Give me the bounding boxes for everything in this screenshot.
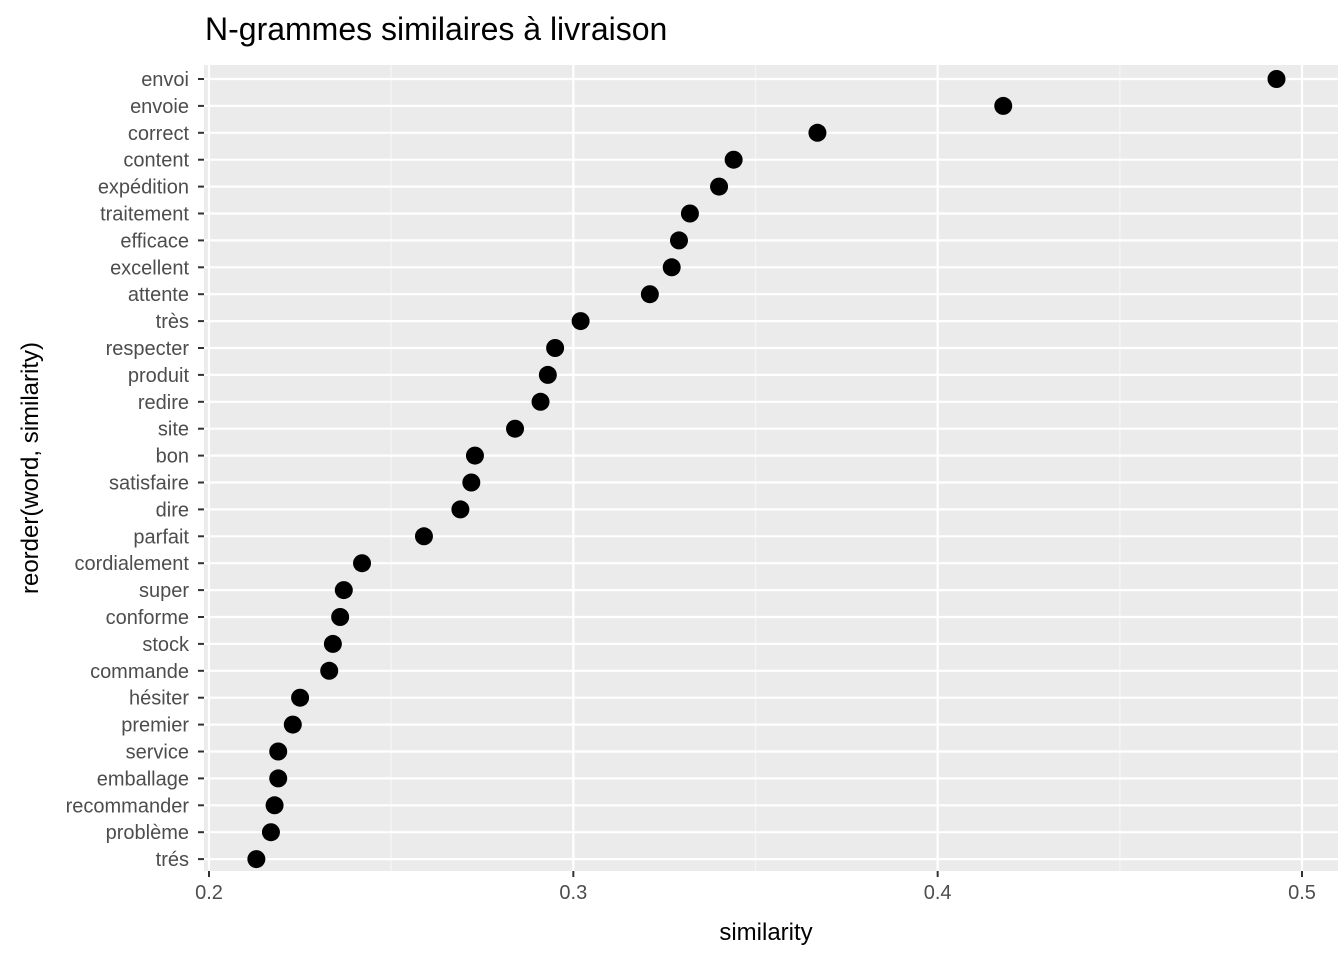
data-point-3 [808, 123, 827, 142]
y-axis: envoi envoie correct content expédition trait… [66, 69, 204, 871]
y-tick-label: très [156, 311, 189, 333]
y-tick-label: redire [138, 392, 189, 414]
y-tick-label: dire [156, 499, 189, 521]
data-point-16 [462, 473, 481, 492]
data-point-23 [320, 661, 339, 680]
data-point-5 [710, 177, 729, 196]
x-tick-label: 0.2 [195, 882, 223, 904]
x-axis-title: similarity [719, 919, 812, 946]
y-tick-label: super [139, 580, 189, 602]
data-point-11 [546, 339, 565, 357]
data-point-29 [261, 823, 280, 842]
data-point-25 [283, 715, 302, 734]
data-point-12 [538, 365, 557, 384]
y-tick-label: bon [156, 446, 189, 468]
plot-panel [204, 65, 1338, 871]
x-axis: 0.2 0.3 0.4 0.5 [195, 871, 1316, 904]
y-tick-label: emballage [97, 768, 189, 790]
data-point-2 [994, 96, 1013, 115]
y-tick-label: expédition [98, 177, 189, 199]
y-tick-label: respecter [106, 338, 190, 360]
data-point-22 [323, 634, 342, 653]
y-tick-label: content [123, 150, 189, 172]
data-points [247, 70, 1286, 869]
data-point-28 [265, 796, 284, 815]
data-point-9 [640, 285, 659, 304]
y-tick-label: traitement [100, 204, 189, 226]
y-tick-label: trés [156, 849, 189, 871]
y-tick-label: excellent [110, 257, 189, 279]
y-tick-label: efficace [120, 230, 189, 252]
data-point-6 [680, 204, 699, 223]
x-tick-label: 0.4 [924, 882, 952, 904]
data-point-4 [724, 150, 743, 169]
data-point-27 [269, 769, 288, 788]
y-tick-label: hésiter [129, 688, 189, 710]
y-tick-label: premier [121, 715, 189, 737]
y-tick-label: envoie [130, 96, 189, 118]
data-point-30 [247, 850, 266, 869]
y-tick-label: produit [128, 365, 190, 387]
data-point-13 [531, 392, 550, 411]
y-tick-label: site [158, 419, 189, 441]
data-point-1 [1267, 70, 1286, 88]
chart-title: N-grammes similaires à livraison [205, 11, 667, 47]
y-axis-title: reorder(word, similarity) [17, 342, 44, 594]
x-tick-label: 0.5 [1288, 882, 1316, 904]
y-tick-label: commande [90, 661, 189, 683]
y-tick-label: problème [106, 822, 189, 844]
data-point-26 [269, 742, 288, 761]
y-tick-label: envoi [141, 69, 189, 91]
data-point-21 [331, 608, 350, 626]
y-tick-label: parfait [133, 526, 189, 548]
data-point-24 [291, 688, 310, 707]
y-tick-label: stock [142, 634, 190, 656]
x-tick-label: 0.3 [559, 882, 587, 904]
y-tick-label: correct [128, 123, 190, 145]
y-tick-label: cordialement [74, 553, 189, 575]
data-point-20 [334, 581, 353, 600]
data-point-8 [662, 258, 681, 277]
y-tick-label: service [126, 742, 189, 764]
data-point-7 [669, 231, 688, 250]
data-point-10 [571, 312, 590, 331]
data-point-14 [506, 419, 525, 438]
y-tick-label: satisfaire [109, 473, 189, 495]
data-point-19 [353, 554, 372, 573]
data-point-17 [451, 500, 470, 519]
y-tick-label: conforme [106, 607, 189, 629]
data-point-18 [414, 527, 433, 546]
y-tick-label: attente [128, 284, 189, 306]
data-point-15 [465, 446, 484, 465]
grid-lines [204, 65, 1338, 871]
y-tick-label: recommander [66, 795, 190, 817]
